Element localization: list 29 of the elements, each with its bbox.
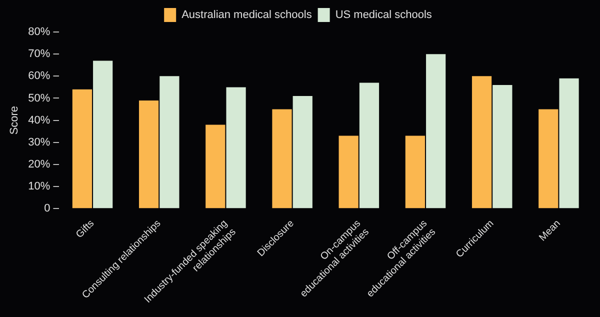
y-tick-label: 30% bbox=[28, 136, 50, 148]
bar bbox=[405, 136, 425, 208]
bar bbox=[538, 109, 558, 208]
bar bbox=[492, 84, 512, 208]
bar bbox=[160, 76, 180, 208]
legend-label: Australian medical schools bbox=[182, 9, 312, 22]
bar bbox=[359, 82, 380, 208]
y-tick-label: 0 bbox=[44, 202, 50, 215]
bar bbox=[206, 124, 226, 208]
legend-label: US medical schools bbox=[335, 9, 432, 22]
bar bbox=[272, 109, 292, 208]
bar bbox=[72, 89, 92, 208]
bar bbox=[138, 100, 159, 208]
bar bbox=[426, 54, 446, 208]
bar bbox=[559, 78, 579, 208]
bar bbox=[226, 87, 246, 208]
bar bbox=[338, 136, 358, 208]
y-tick-label: 40% bbox=[28, 114, 50, 126]
y-tick-label: 10% bbox=[28, 180, 50, 193]
x-tick-label: Gifts bbox=[74, 218, 97, 240]
y-axis-title: Score bbox=[8, 106, 21, 135]
y-tick-label: 50% bbox=[28, 92, 50, 104]
y-tick-label: 70% bbox=[28, 48, 50, 60]
y-tick-label: 80% bbox=[28, 26, 50, 38]
bar bbox=[292, 96, 312, 208]
y-tick-label: 20% bbox=[28, 158, 50, 170]
bar bbox=[472, 76, 492, 208]
y-tick-label: 60% bbox=[28, 70, 50, 82]
bar bbox=[93, 60, 113, 208]
